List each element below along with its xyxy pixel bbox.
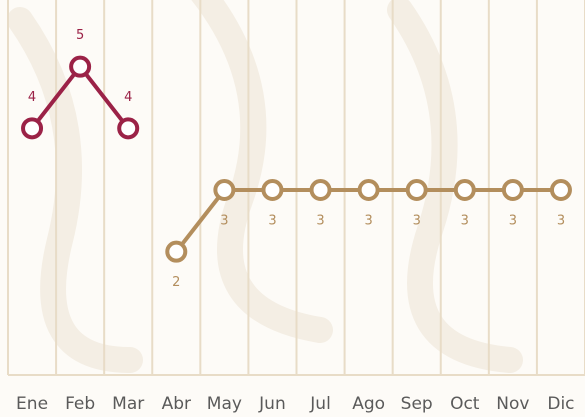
data-label: 4	[28, 90, 36, 105]
data-label: 5	[76, 28, 84, 43]
x-tick-label: Mar	[112, 394, 144, 414]
point	[549, 179, 572, 201]
data-label: 4	[124, 90, 132, 105]
data-label: 3	[220, 214, 228, 229]
x-tick-label: Oct	[450, 394, 480, 414]
point	[309, 179, 332, 201]
x-tick-label: Feb	[65, 394, 95, 414]
data-label: 2	[172, 275, 180, 290]
x-tick-label: Ago	[352, 394, 385, 414]
data-label: 3	[364, 214, 372, 229]
x-tick-label: Dic	[547, 394, 574, 414]
x-tick-label: Ene	[16, 394, 48, 414]
point	[453, 179, 476, 201]
x-tick-label: Sep	[401, 394, 433, 414]
point	[357, 179, 380, 201]
data-label: 3	[461, 214, 469, 229]
point	[501, 179, 524, 201]
data-label: 3	[509, 214, 517, 229]
data-label: 3	[413, 214, 421, 229]
background-pattern	[7, 0, 523, 373]
point	[165, 240, 188, 263]
point	[69, 55, 92, 78]
x-tick-label: Jul	[309, 394, 331, 414]
data-label: 3	[268, 214, 276, 229]
point	[21, 117, 44, 140]
x-tick-label: Nov	[496, 394, 529, 414]
point	[117, 117, 140, 140]
x-tick-label: Abr	[162, 394, 191, 414]
x-tick-label: May	[207, 394, 242, 414]
point	[405, 179, 428, 201]
data-label: 3	[557, 214, 565, 229]
data-label: 3	[316, 214, 324, 229]
point	[261, 179, 284, 201]
point	[213, 179, 236, 201]
x-tick-label: Jun	[258, 394, 286, 414]
